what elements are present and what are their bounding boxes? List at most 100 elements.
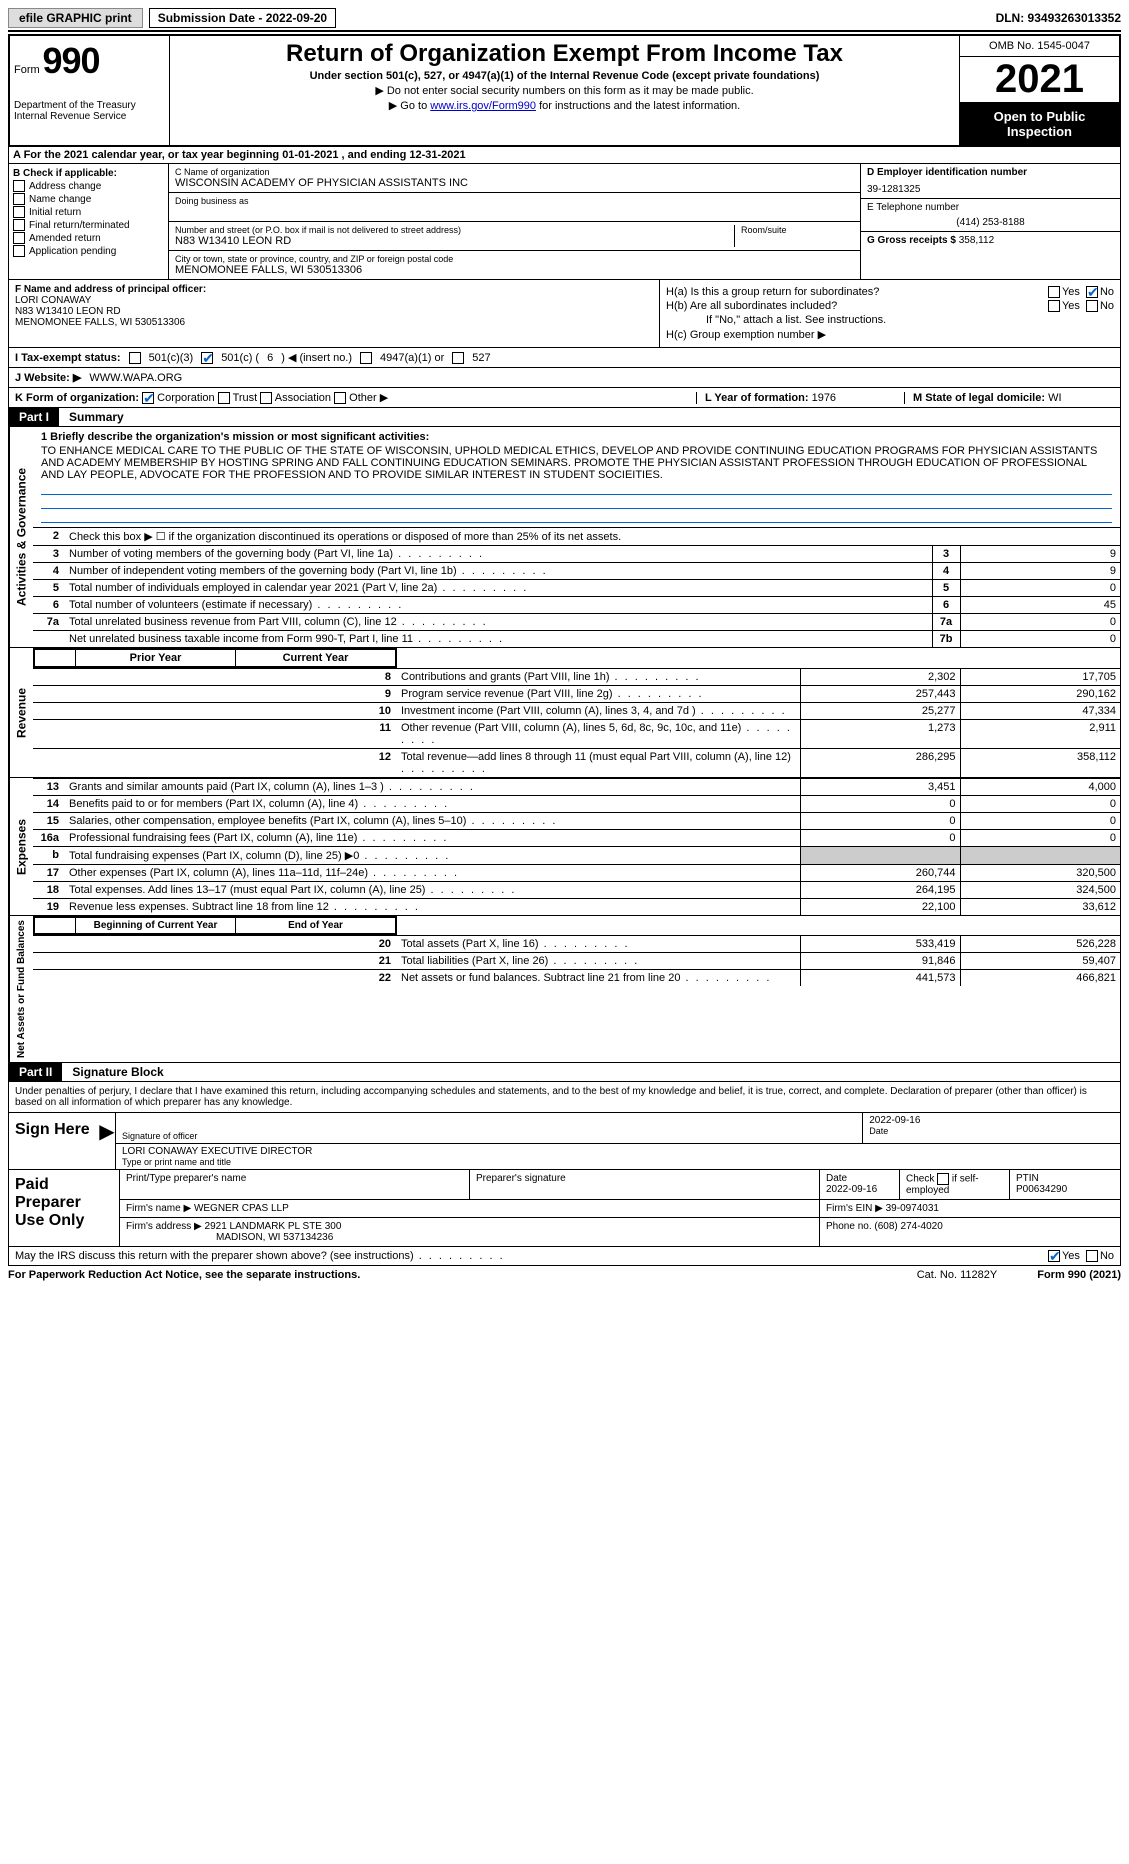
line-boxnum: 6: [932, 597, 960, 614]
efile-print-button[interactable]: efile GRAPHIC print: [8, 8, 143, 28]
mission-label: 1 Briefly describe the organization's mi…: [41, 431, 1112, 443]
prep-h4-pre: Check: [906, 1174, 934, 1185]
prep-phone: (608) 274-4020: [874, 1221, 942, 1232]
chk-application-pending[interactable]: [13, 245, 25, 257]
line-num: 14: [33, 796, 65, 813]
prior-value: 91,846: [800, 953, 960, 970]
header-center: Return of Organization Exempt From Incom…: [170, 36, 959, 145]
sig-officer-field[interactable]: [122, 1115, 856, 1131]
lbl-association: Association: [275, 392, 331, 404]
chk-address-change[interactable]: [13, 180, 25, 192]
ha-no[interactable]: [1086, 286, 1098, 298]
line-text: Net unrelated business taxable income fr…: [65, 631, 932, 648]
lbl-corporation: Corporation: [157, 392, 214, 404]
i-label: I Tax-exempt status:: [15, 352, 121, 364]
form-note-2: ▶ Go to www.irs.gov/Form990 for instruct…: [178, 99, 951, 112]
chk-trust[interactable]: [218, 392, 230, 404]
table-row: 18Total expenses. Add lines 13–17 (must …: [33, 882, 1120, 899]
current-value: 0: [960, 830, 1120, 847]
lbl-501c-post: ) ◀ (insert no.): [281, 351, 352, 364]
chk-association[interactable]: [260, 392, 272, 404]
irs-link[interactable]: www.irs.gov/Form990: [430, 100, 536, 112]
line-num: 10: [33, 703, 397, 720]
current-value: [960, 847, 1120, 865]
phone-value: (414) 253-8188: [867, 217, 1114, 228]
line-num: 19: [33, 899, 65, 916]
hb-yes[interactable]: [1048, 300, 1060, 312]
vert-governance: Activities & Governance: [9, 427, 33, 647]
mission-text: TO ENHANCE MEDICAL CARE TO THE PUBLIC OF…: [41, 445, 1112, 481]
chk-4947[interactable]: [360, 352, 372, 364]
chk-other[interactable]: [334, 392, 346, 404]
chk-amended-return[interactable]: [13, 232, 25, 244]
form-title: Return of Organization Exempt From Incom…: [178, 40, 951, 68]
revenue-table: Prior Year Current Year 8Contributions a…: [33, 648, 1120, 777]
section-i: I Tax-exempt status: 501(c)(3) 501(c) (6…: [8, 348, 1121, 368]
prep-phone-label: Phone no.: [826, 1221, 872, 1232]
room-label: Room/suite: [741, 225, 854, 235]
form-subtitle: Under section 501(c), 527, or 4947(a)(1)…: [178, 70, 951, 82]
l-value: 1976: [812, 392, 836, 404]
current-value: 59,407: [960, 953, 1120, 970]
line-text: Professional fundraising fees (Part IX, …: [65, 830, 800, 847]
table-row: 20Total assets (Part X, line 16)533,4195…: [33, 936, 1120, 953]
table-row: 19Revenue less expenses. Subtract line 1…: [33, 899, 1120, 916]
hb-no-lbl: No: [1100, 300, 1114, 312]
line-num: 22: [33, 970, 397, 987]
chk-527[interactable]: [452, 352, 464, 364]
na-curr-header: End of Year: [235, 918, 395, 933]
current-value: 466,821: [960, 970, 1120, 987]
prior-value: 286,295: [800, 749, 960, 778]
j-value: WWW.WAPA.ORG: [89, 372, 182, 384]
firm-name-label: Firm's name ▶: [126, 1203, 191, 1214]
lbl-4947: 4947(a)(1) or: [380, 352, 444, 364]
line-text: Salaries, other compensation, employee b…: [65, 813, 800, 830]
chk-initial-return[interactable]: [13, 206, 25, 218]
table-row: 15Salaries, other compensation, employee…: [33, 813, 1120, 830]
chk-501c[interactable]: [201, 352, 213, 364]
officer-label: F Name and address of principal officer:: [15, 284, 653, 295]
chk-corporation[interactable]: [142, 392, 154, 404]
chk-501c3[interactable]: [129, 352, 141, 364]
line-num: 5: [33, 580, 65, 597]
line-text: Program service revenue (Part VIII, line…: [397, 686, 800, 703]
table-row: 22Net assets or fund balances. Subtract …: [33, 970, 1120, 987]
prior-value: 0: [800, 830, 960, 847]
prior-value: 25,277: [800, 703, 960, 720]
line-num: 17: [33, 865, 65, 882]
chk-final-return[interactable]: [13, 219, 25, 231]
preparer-label: Paid Preparer Use Only: [9, 1170, 119, 1246]
hb-no[interactable]: [1086, 300, 1098, 312]
line-text: Total number of individuals employed in …: [65, 580, 932, 597]
dln-label: DLN: 93493263013352: [996, 11, 1121, 25]
expenses-table: 13Grants and similar amounts paid (Part …: [33, 778, 1120, 915]
lbl-amended-return: Amended return: [29, 233, 101, 244]
line-value: 0: [960, 631, 1120, 648]
officer-name-title: LORI CONAWAY EXECUTIVE DIRECTOR: [122, 1146, 1114, 1157]
ha-yes[interactable]: [1048, 286, 1060, 298]
officer-caption: Type or print name and title: [122, 1157, 1114, 1167]
line-text: Total liabilities (Part X, line 26): [397, 953, 800, 970]
sig-officer-caption: Signature of officer: [122, 1131, 856, 1141]
chk-self-employed[interactable]: [937, 1173, 949, 1185]
discuss-no[interactable]: [1086, 1250, 1098, 1262]
line-text: Total fundraising expenses (Part IX, col…: [65, 847, 800, 865]
chk-name-change[interactable]: [13, 193, 25, 205]
line-text: Total assets (Part X, line 16): [397, 936, 800, 953]
open-public-badge: Open to Public Inspection: [960, 103, 1119, 145]
hb-note: If "No," attach a list. See instructions…: [666, 314, 886, 326]
firm-addr-label: Firm's address ▶: [126, 1221, 202, 1232]
discuss-yes[interactable]: [1048, 1250, 1060, 1262]
irs-label: Internal Revenue Service: [14, 111, 165, 122]
j-label: J Website: ▶: [15, 371, 81, 384]
l-label: L Year of formation:: [705, 392, 809, 404]
vert-revenue: Revenue: [9, 648, 33, 777]
prep-h3: Date: [826, 1173, 893, 1184]
footer-right-post: (2021): [1086, 1269, 1121, 1281]
netassets-block: Net Assets or Fund Balances Beginning of…: [8, 916, 1121, 1063]
gross-value: 358,112: [959, 235, 994, 246]
prior-value: 260,744: [800, 865, 960, 882]
line-num: 18: [33, 882, 65, 899]
footer-right: Form 990 (2021): [1037, 1269, 1121, 1281]
line-num: 13: [33, 779, 65, 796]
